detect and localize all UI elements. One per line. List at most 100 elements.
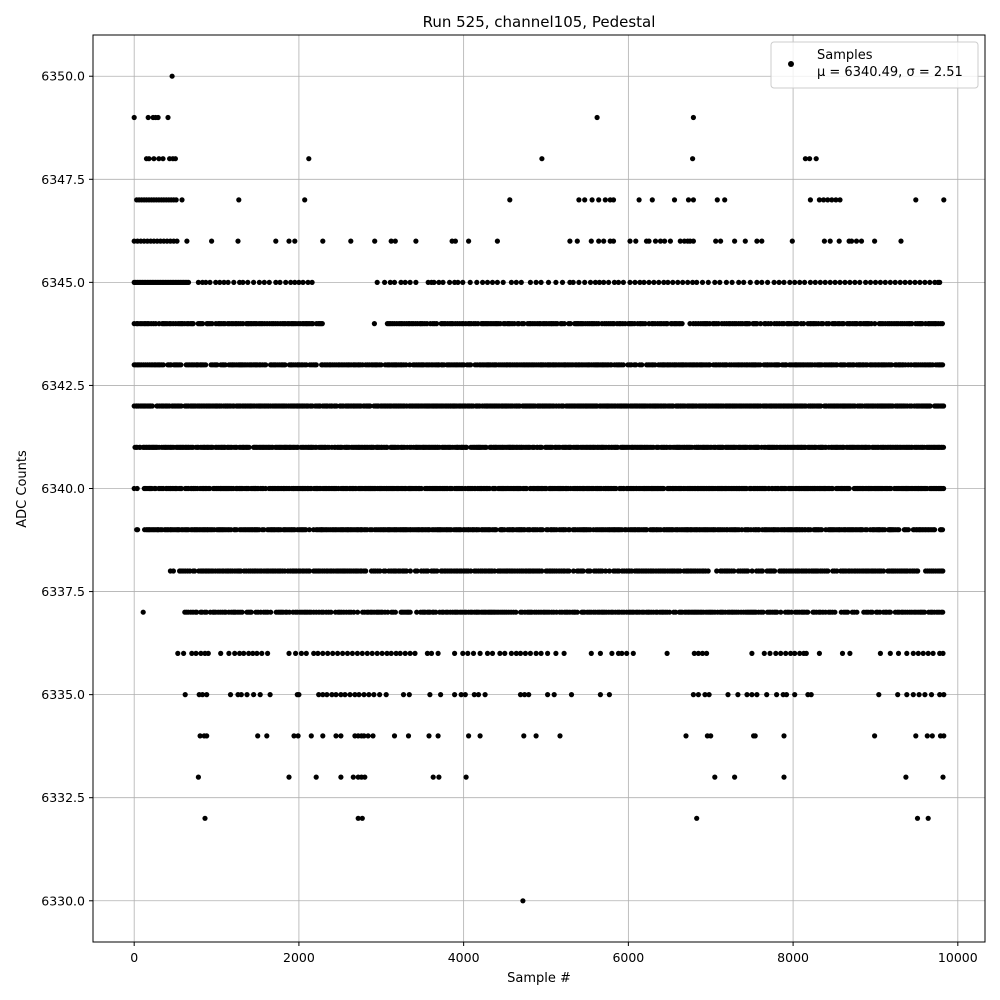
y-tick-label: 6345.0 (41, 275, 85, 290)
data-point (610, 238, 617, 244)
data-point (723, 279, 730, 285)
data-point (282, 362, 288, 368)
data-point (872, 238, 878, 244)
data-point (609, 650, 615, 657)
data-point (553, 650, 559, 657)
x-tick-label: 4000 (448, 950, 480, 965)
data-point (805, 609, 811, 615)
data-point (627, 279, 633, 285)
data-point (366, 692, 372, 698)
data-point (342, 692, 348, 698)
data-point (745, 568, 751, 574)
data-point (652, 238, 659, 244)
data-point (320, 650, 326, 657)
data-point (392, 609, 398, 615)
data-point (694, 279, 700, 285)
data-point (195, 774, 201, 780)
data-point (246, 650, 252, 657)
data-point (817, 279, 823, 285)
data-point (259, 650, 265, 657)
data-point (227, 692, 234, 698)
data-point (606, 692, 613, 698)
data-point (385, 609, 391, 615)
data-point (460, 650, 466, 657)
data-point (839, 650, 846, 657)
data-point (759, 568, 766, 574)
data-point (402, 279, 408, 285)
data-point (553, 279, 559, 285)
data-point (430, 774, 436, 780)
data-point (620, 279, 627, 285)
data-point (797, 279, 803, 285)
data-point (772, 568, 778, 574)
data-point (283, 279, 289, 285)
data-point (683, 733, 689, 739)
data-point (867, 279, 874, 285)
y-tick-label: 6347.5 (41, 172, 85, 187)
data-point (400, 692, 407, 698)
data-point (174, 238, 180, 244)
data-point (286, 609, 292, 615)
data-point (925, 650, 931, 657)
data-point (407, 362, 413, 368)
y-tick-label: 6332.5 (41, 790, 85, 805)
data-point (760, 609, 766, 615)
data-point (596, 197, 602, 203)
data-point (217, 279, 223, 285)
data-point (135, 527, 141, 533)
legend-marker (788, 61, 794, 67)
data-point (365, 733, 371, 739)
data-point (539, 444, 545, 450)
data-point (251, 692, 257, 698)
data-point (736, 279, 742, 285)
data-point (903, 774, 909, 780)
data-point (905, 527, 912, 533)
data-point (778, 650, 784, 657)
data-point (407, 650, 413, 657)
data-point (827, 238, 833, 244)
data-point (192, 568, 198, 574)
data-point (925, 815, 931, 821)
data-point (468, 568, 474, 574)
data-point (359, 815, 365, 821)
data-point (198, 650, 204, 657)
data-point (303, 527, 309, 533)
data-point (787, 279, 793, 285)
data-point (293, 650, 299, 657)
data-point (352, 692, 358, 698)
data-point (382, 279, 388, 285)
data-point (428, 650, 435, 657)
data-point (236, 197, 242, 203)
data-point (764, 692, 770, 698)
data-point (151, 156, 157, 162)
data-point (937, 279, 943, 285)
data-point (592, 279, 599, 285)
data-point (338, 774, 344, 780)
data-point (747, 279, 753, 285)
data-point (354, 650, 360, 657)
data-point (412, 650, 418, 657)
data-point (837, 279, 843, 285)
data-point (426, 733, 432, 739)
data-point (611, 279, 618, 285)
data-point (822, 279, 828, 285)
data-point (557, 733, 563, 739)
data-point (566, 527, 573, 533)
data-point (801, 321, 807, 327)
data-point (662, 238, 668, 244)
data-point (596, 238, 602, 244)
data-point (858, 238, 865, 244)
data-point (667, 238, 674, 244)
data-point (651, 279, 657, 285)
data-point (641, 279, 647, 285)
data-point (355, 609, 361, 615)
data-point (413, 238, 419, 244)
data-point (189, 650, 195, 657)
data-point (239, 609, 245, 615)
data-point (300, 279, 306, 285)
data-point (320, 238, 326, 244)
data-point (527, 279, 534, 285)
data-point (175, 650, 181, 657)
data-point (929, 733, 935, 739)
